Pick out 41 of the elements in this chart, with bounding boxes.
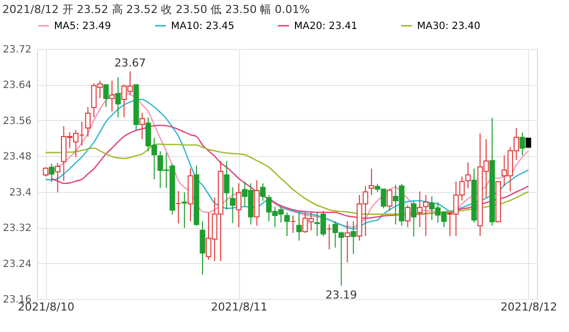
candlestick	[344, 220, 350, 263]
candlestick	[48, 163, 54, 183]
y-tick-label: 23.32	[2, 223, 32, 234]
x-tick-label: 2021/8/12	[500, 300, 558, 314]
annotation: 23.67	[114, 56, 146, 70]
y-tick-label: 23.56	[2, 116, 32, 127]
candlestick	[182, 192, 188, 229]
y-tick-label: 23.48	[2, 152, 32, 163]
candlestick	[410, 200, 416, 237]
candlestick	[260, 182, 266, 202]
candlestick	[284, 212, 290, 237]
candlestick	[386, 188, 392, 212]
y-tick-label: 23.4	[9, 187, 32, 198]
candlestick	[465, 162, 471, 189]
candlestick	[115, 76, 121, 118]
chart-title: 2021/8/12 开 23.52 高 23.52 收 23.50 低 23.50 幅 0.01%	[2, 3, 310, 16]
candlestick	[296, 212, 302, 242]
candlestick	[520, 132, 526, 156]
candlestick	[423, 194, 429, 237]
candlestick	[200, 220, 206, 275]
annotation: 23.19	[326, 288, 358, 302]
legend-label: MA30: 23.40	[417, 20, 480, 32]
candlestick	[404, 204, 410, 228]
candlestick	[54, 162, 60, 193]
candlestick	[236, 182, 242, 228]
candlestick	[224, 160, 230, 210]
candlestick	[230, 186, 236, 224]
candlestick	[350, 220, 356, 254]
candlestick	[368, 168, 374, 196]
candlestick	[417, 190, 423, 228]
y-tick-label: 23.72	[2, 44, 32, 56]
candlestick	[139, 112, 145, 140]
candlestick	[103, 84, 109, 108]
legend-label: MA20: 23.41	[294, 20, 358, 32]
candlestick	[109, 80, 115, 112]
legend-label: MA10: 23.45	[171, 20, 234, 32]
y-tick-label: 23.24	[2, 258, 32, 270]
candlestick	[85, 106, 91, 137]
x-tick-label: 2021/8/11	[211, 300, 268, 314]
legend-label: MA5: 23.49	[54, 20, 112, 32]
y-tick-label: 23.64	[2, 80, 32, 92]
